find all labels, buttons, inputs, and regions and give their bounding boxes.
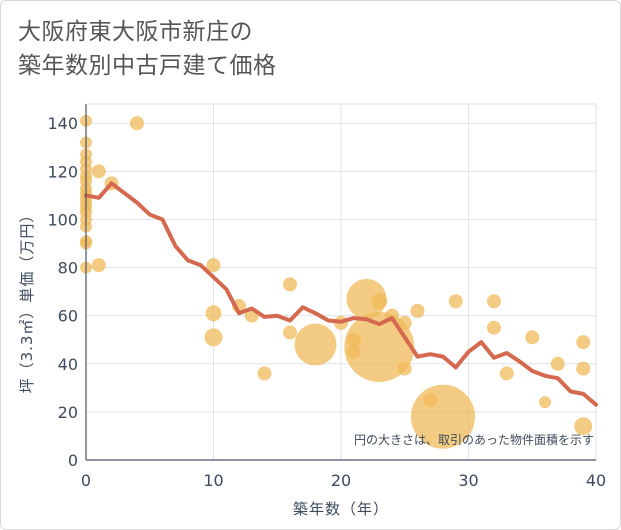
data-bubble: [344, 311, 415, 382]
x-tick-label: 10: [203, 471, 223, 490]
data-bubble: [371, 293, 388, 310]
data-bubble: [294, 323, 337, 366]
chart-annotation: 円の大きさは、取引のあった物件面積を示す: [354, 432, 594, 447]
y-tick-label: 120: [47, 162, 78, 181]
y-tick-label: 100: [47, 210, 78, 229]
data-bubble: [539, 396, 551, 409]
x-tick-label: 20: [331, 471, 351, 490]
bubble-series: [80, 114, 593, 449]
data-bubble: [283, 325, 297, 340]
data-bubble: [397, 361, 412, 376]
x-tick-label: 0: [81, 471, 91, 490]
data-bubble: [410, 303, 425, 318]
data-bubble: [346, 278, 387, 319]
y-tick-label: 60: [58, 307, 78, 326]
y-tick-label: 20: [58, 403, 78, 422]
y-tick-label: 0: [68, 451, 78, 470]
data-bubble: [205, 305, 222, 322]
y-tick-label: 140: [47, 114, 78, 133]
y-axis-label: 坪（3.3㎡）単価（万円）: [18, 207, 36, 394]
data-bubble: [411, 384, 475, 449]
x-tick-label: 40: [586, 471, 606, 490]
data-bubble: [204, 328, 223, 347]
data-bubble: [550, 356, 565, 371]
data-bubble: [576, 335, 591, 350]
chart-title-line1: 大阪府東大阪市新庄の: [18, 19, 253, 45]
chart-title: 大阪府東大阪市新庄の 築年数別中古戸建て価格: [18, 15, 277, 83]
data-bubble: [257, 366, 272, 381]
trend-line: [84, 181, 598, 407]
data-bubble: [91, 258, 106, 273]
data-bubble: [130, 116, 144, 131]
y-tick-label: 80: [58, 259, 78, 278]
data-bubble: [576, 361, 591, 376]
trend-series: [84, 181, 598, 407]
grid: [85, 103, 597, 461]
data-bubble: [499, 366, 514, 381]
axes: 0 20 40 60 80 100 120 140 0 10 20 30 40: [47, 104, 606, 490]
data-bubble: [283, 277, 297, 292]
data-bubble: [574, 417, 593, 436]
y-tick-label: 40: [58, 355, 78, 374]
x-tick-label: 30: [458, 471, 478, 490]
data-bubble: [487, 320, 501, 335]
data-bubble: [206, 258, 221, 273]
data-bubble: [91, 164, 106, 179]
data-bubble: [397, 315, 412, 330]
chart-title-line2: 築年数別中古戸建て価格: [18, 53, 277, 79]
data-bubble: [487, 294, 501, 309]
data-bubble: [448, 294, 463, 309]
x-axis-label: 築年数（年）: [293, 500, 389, 518]
data-bubble: [525, 330, 540, 345]
